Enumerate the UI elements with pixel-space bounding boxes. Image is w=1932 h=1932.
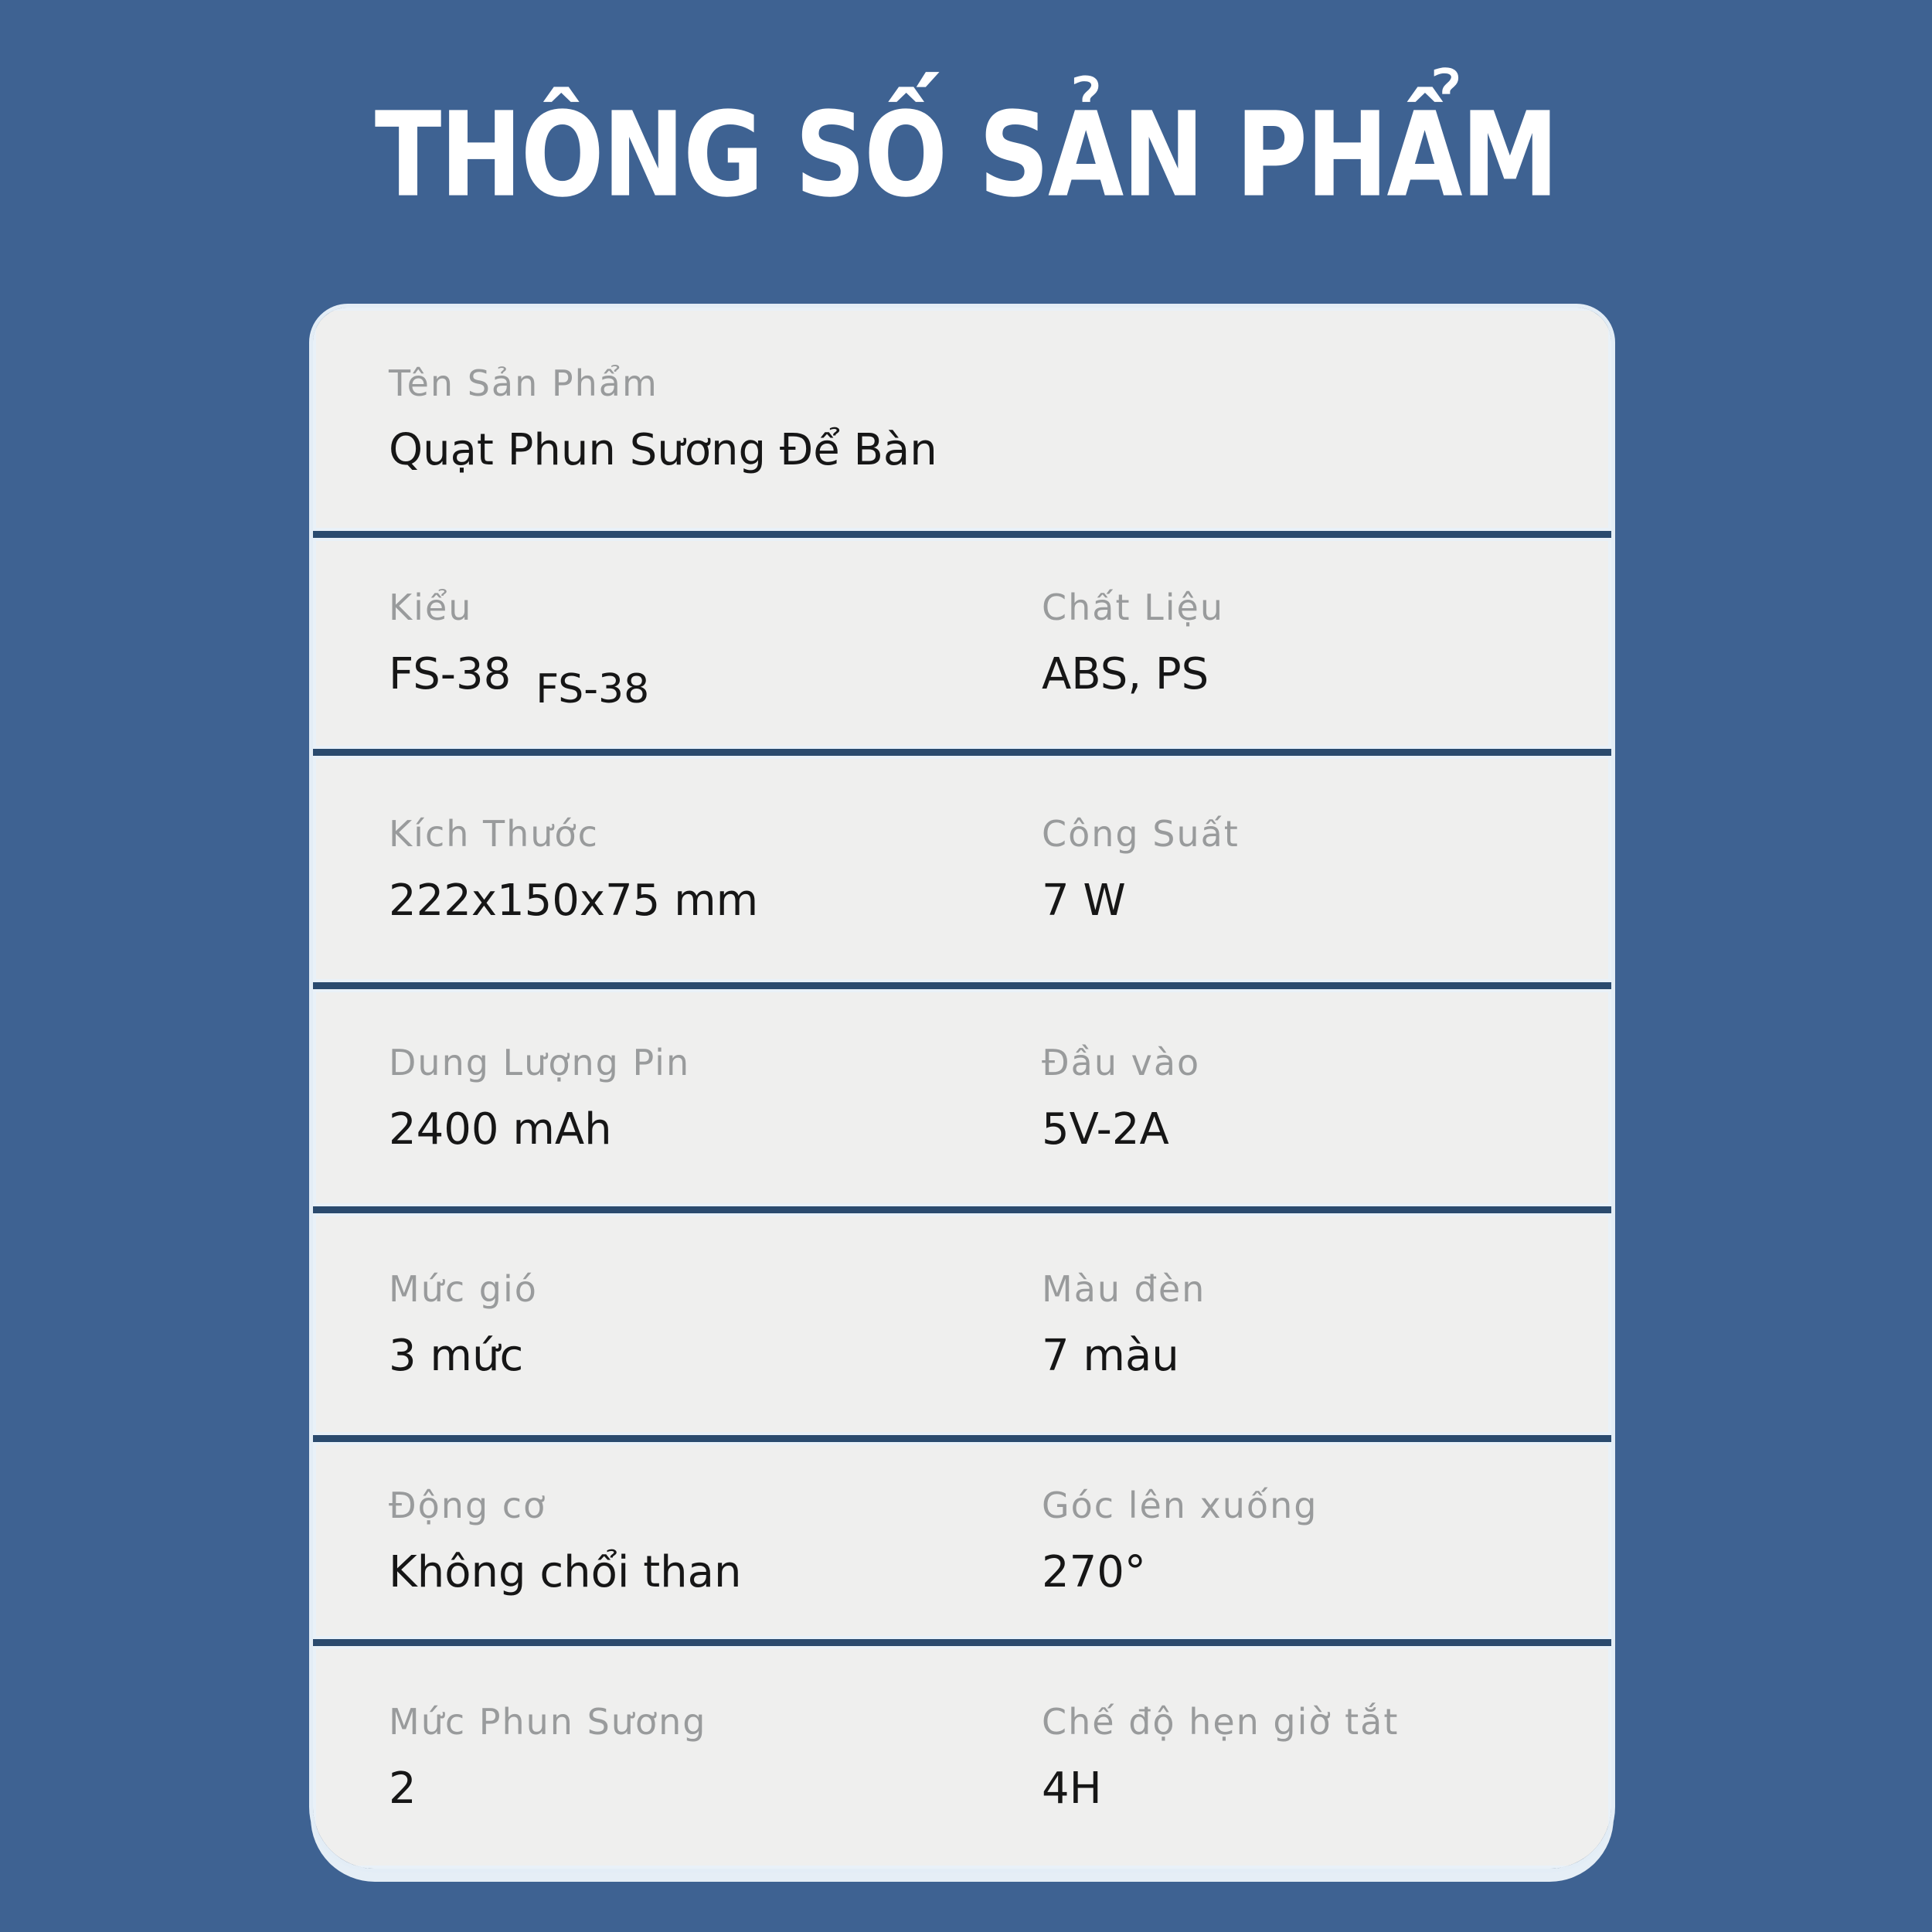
spec-cell: Góc lên xuống 270° bbox=[1042, 1485, 1608, 1597]
spec-row-model-material: Kiểu FS-38 FS-38 Chất Liệu ABS, PS bbox=[313, 537, 1611, 749]
spec-label: Dung Lượng Pin bbox=[389, 1041, 691, 1083]
spec-label: Tên Sản Phẩm bbox=[389, 362, 658, 405]
spec-label: Chế độ hẹn giờ tắt bbox=[1042, 1701, 1400, 1743]
spec-value: 7 W bbox=[1042, 875, 1126, 926]
spec-cell: Kiểu FS-38 FS-38 bbox=[389, 587, 1042, 713]
spec-value: 2400 mAh bbox=[389, 1104, 612, 1155]
spec-row-product-name: Tên Sản Phẩm Quạt Phun Sương Để Bàn bbox=[313, 308, 1611, 531]
spec-label: Góc lên xuống bbox=[1042, 1484, 1318, 1526]
spec-cell: Động cơ Không chổi than bbox=[389, 1485, 1042, 1597]
spec-row-battery-input: Dung Lượng Pin 2400 mAh Đầu vào 5V-2A bbox=[313, 989, 1611, 1207]
spec-value: ABS, PS bbox=[1042, 649, 1209, 700]
spec-cell: Chế độ hẹn giờ tắt 4H bbox=[1042, 1701, 1608, 1814]
spec-value: 5V-2A bbox=[1042, 1104, 1169, 1155]
spec-label: Mức gió bbox=[389, 1267, 538, 1310]
spec-label: Kiểu bbox=[389, 587, 473, 629]
spec-cell: Tên Sản Phẩm Quạt Phun Sương Để Bàn bbox=[389, 362, 1042, 475]
spec-value: 270° bbox=[1042, 1546, 1146, 1597]
page-title: THÔNG SỐ SẢN PHẨM bbox=[374, 87, 1559, 223]
model-value-duplicate: FS-38 bbox=[536, 666, 650, 713]
model-value: FS-38 bbox=[389, 649, 512, 700]
spec-label: Màu đèn bbox=[1042, 1267, 1206, 1310]
spec-label: Đầu vào bbox=[1042, 1041, 1201, 1083]
spec-value: 4H bbox=[1042, 1764, 1102, 1815]
spec-row-mist-timer: Mức Phun Sương 2 Chế độ hẹn giờ tắt 4H bbox=[313, 1646, 1611, 1869]
spec-cell: Mức Phun Sương 2 bbox=[389, 1701, 1042, 1814]
spec-cell: Đầu vào 5V-2A bbox=[1042, 1042, 1608, 1155]
spec-cell: Màu đèn 7 màu bbox=[1042, 1268, 1608, 1381]
spec-value: 7 màu bbox=[1042, 1330, 1179, 1381]
spec-label: Động cơ bbox=[389, 1484, 547, 1526]
spec-label: Mức Phun Sương bbox=[389, 1701, 707, 1743]
spec-value: Quạt Phun Sương Để Bàn bbox=[389, 425, 937, 476]
spec-value: Không chổi than bbox=[389, 1546, 742, 1597]
spec-value: 222x150x75 mm bbox=[389, 875, 759, 926]
spec-value: FS-38 FS-38 bbox=[389, 649, 1042, 713]
spec-label: Công Suất bbox=[1042, 812, 1240, 855]
spec-label: Chất Liệu bbox=[1042, 587, 1224, 629]
spec-row-motor-angle: Động cơ Không chổi than Góc lên xuống 27… bbox=[313, 1441, 1611, 1640]
spec-value: 3 mức bbox=[389, 1330, 524, 1381]
spec-value: 2 bbox=[389, 1764, 417, 1815]
spec-cell: Chất Liệu ABS, PS bbox=[1042, 587, 1608, 699]
spec-label: Kích Thước bbox=[389, 812, 599, 855]
spec-cell: Mức gió 3 mức bbox=[389, 1268, 1042, 1381]
spec-row-windlevel-lightcolor: Mức gió 3 mức Màu đèn 7 màu bbox=[313, 1213, 1611, 1435]
spec-row-size-power: Kích Thước 222x150x75 mm Công Suất 7 W bbox=[313, 755, 1611, 983]
spec-cell: Dung Lượng Pin 2400 mAh bbox=[389, 1042, 1042, 1155]
spec-cell: Công Suất 7 W bbox=[1042, 813, 1608, 926]
spec-card: Tên Sản Phẩm Quạt Phun Sương Để Bàn Kiểu… bbox=[309, 304, 1615, 1872]
spec-cell: Kích Thước 222x150x75 mm bbox=[389, 813, 1042, 926]
